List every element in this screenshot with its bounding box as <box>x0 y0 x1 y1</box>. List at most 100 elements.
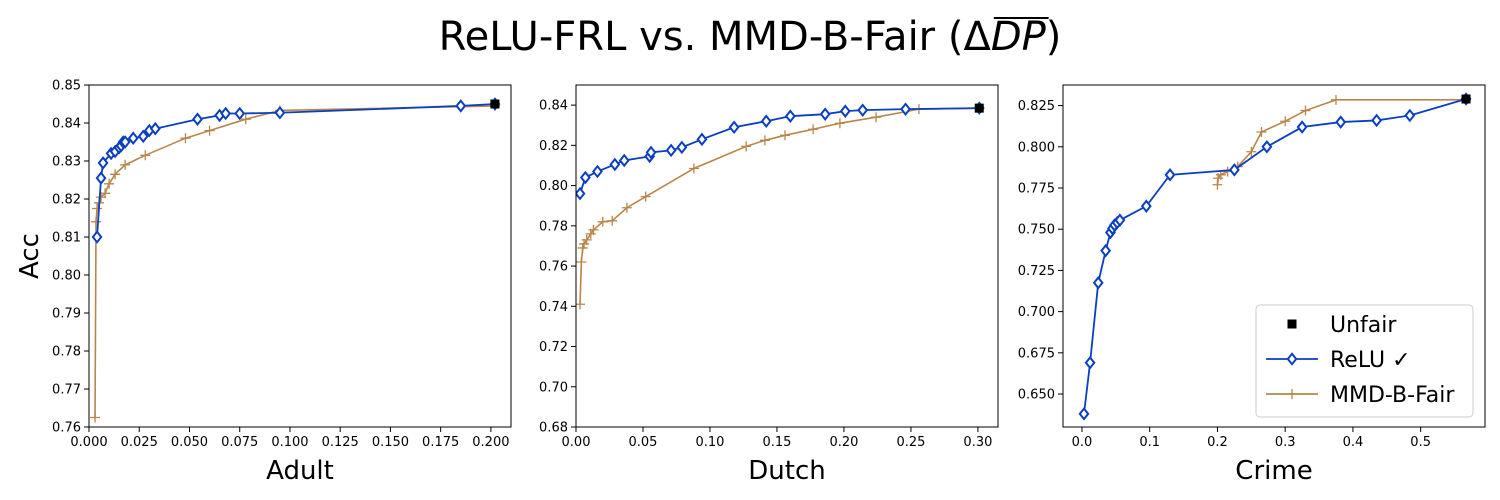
x-tick-label: 0.4 <box>1343 435 1364 450</box>
data-point <box>192 112 203 127</box>
data-point <box>104 178 115 189</box>
figure-title-close: ) <box>1046 14 1062 60</box>
axes-frame <box>575 84 999 428</box>
data-point <box>1092 275 1104 290</box>
y-tick-label: 0.82 <box>52 193 81 208</box>
series-line <box>1083 98 1467 414</box>
data-point <box>95 171 107 185</box>
data-point <box>597 216 608 227</box>
data-point <box>728 120 740 135</box>
x-tick-label: 0.175 <box>422 435 459 450</box>
figure-title-dp: DP <box>991 14 1047 60</box>
legend-entry: ReLU ✓ <box>1266 348 1411 373</box>
data-point <box>819 107 831 121</box>
data-point <box>839 104 851 118</box>
x-tick-label: 0.30 <box>963 435 992 450</box>
data-point <box>1461 94 1471 104</box>
legend-entry: MMD-B-Fair <box>1266 383 1455 408</box>
data-point <box>140 150 151 161</box>
series-line <box>1216 99 1467 185</box>
y-tick-label: 0.68 <box>539 421 568 436</box>
data-point <box>645 145 657 160</box>
y-tick-label: 0.83 <box>52 155 81 170</box>
legend-entry: Unfair <box>1287 313 1397 338</box>
x-tick-label: 0.050 <box>171 435 208 450</box>
x-tick-label: 0.20 <box>829 435 858 450</box>
subplot-adult: 0.000 0.025 0.050 0.075 0.100 0.125 0.150 0.175… <box>15 79 512 486</box>
y-tick-label: 0.76 <box>52 421 81 436</box>
y-tick-label: 0.675 <box>1018 346 1055 361</box>
data-point <box>1335 115 1347 129</box>
data-point <box>688 163 699 174</box>
series-line <box>579 107 980 194</box>
x-tick-label: 0.200 <box>472 435 509 450</box>
axes-frame <box>88 84 512 428</box>
data-point <box>137 129 149 144</box>
data-point <box>100 188 111 199</box>
data-point <box>91 230 103 244</box>
data-point <box>607 215 618 226</box>
data-point <box>857 103 869 117</box>
data-point <box>1300 105 1311 116</box>
data-point <box>274 105 286 120</box>
legend-marker <box>1286 352 1298 366</box>
x-tick-label: 0.3 <box>1275 435 1296 450</box>
x-tick-label: 0.100 <box>271 435 308 450</box>
plot-area <box>90 97 501 423</box>
data-point <box>1371 113 1383 128</box>
data-point <box>1256 126 1267 137</box>
data-point <box>1114 213 1126 227</box>
y-tick-label: 0.79 <box>52 307 81 322</box>
x-tick-label: 0.075 <box>221 435 258 450</box>
x-tick-label: 0.10 <box>695 435 724 450</box>
subplots: 0.000 0.025 0.050 0.075 0.100 0.125 0.150 0.175… <box>15 79 1486 486</box>
y-tick-label: 0.72 <box>539 340 568 355</box>
y-tick-label: 0.750 <box>1018 223 1055 238</box>
x-tick-label: 0.125 <box>322 435 359 450</box>
y-tick-label: 0.78 <box>52 345 81 360</box>
legend-label: Unfair <box>1330 313 1397 338</box>
series-line <box>94 105 495 418</box>
data-point <box>490 99 500 109</box>
series-line <box>579 107 980 305</box>
y-tick-label: 0.650 <box>1018 388 1055 403</box>
x-tick-label: 0.15 <box>762 435 791 450</box>
x-tick-label: 0.000 <box>70 435 107 450</box>
x-tick-label: 0.2 <box>1207 435 1228 450</box>
data-point <box>579 238 590 249</box>
legend-label: ReLU ✓ <box>1330 348 1411 373</box>
data-point <box>591 164 603 179</box>
data-point <box>90 412 101 423</box>
series-plus <box>576 103 985 310</box>
x-tick-label: 0.150 <box>372 435 409 450</box>
data-point <box>900 102 912 116</box>
data-point <box>220 106 232 121</box>
data-point <box>1404 108 1416 123</box>
axes-frame <box>1062 84 1486 428</box>
data-point <box>871 112 882 123</box>
y-tick-label: 0.725 <box>1018 264 1055 279</box>
subplot-dutch: 0.00 0.05 0.10 0.15 0.20 0.25 0.30 0.68 0.70 0.72… <box>539 84 999 486</box>
data-point <box>618 153 630 168</box>
data-point <box>119 135 131 149</box>
data-point <box>240 114 251 125</box>
data-point <box>1078 407 1090 421</box>
x-tick-label: 0.05 <box>629 435 658 450</box>
legend: Unfair ReLU ✓ MMD-B-Fair <box>1255 304 1474 418</box>
y-tick-label: 0.825 <box>1018 99 1055 114</box>
x-tick-label: 0.5 <box>1410 435 1431 450</box>
data-point <box>91 216 102 227</box>
series-square <box>1461 94 1471 104</box>
data-point <box>1246 146 1257 157</box>
data-point <box>640 191 651 202</box>
series-square <box>490 99 500 109</box>
y-axis-label: Acc <box>15 233 45 279</box>
data-point <box>696 132 708 147</box>
data-point <box>1296 120 1308 134</box>
x-tick-label: 0.00 <box>562 435 591 450</box>
data-point <box>621 202 632 213</box>
y-tick-label: 0.70 <box>539 380 568 395</box>
x-axis-label: Dutch <box>748 456 825 486</box>
data-point <box>127 131 139 146</box>
figure-title: ReLU-FRL vs. MMD-B-Fair (ΔDP) <box>439 14 1062 60</box>
